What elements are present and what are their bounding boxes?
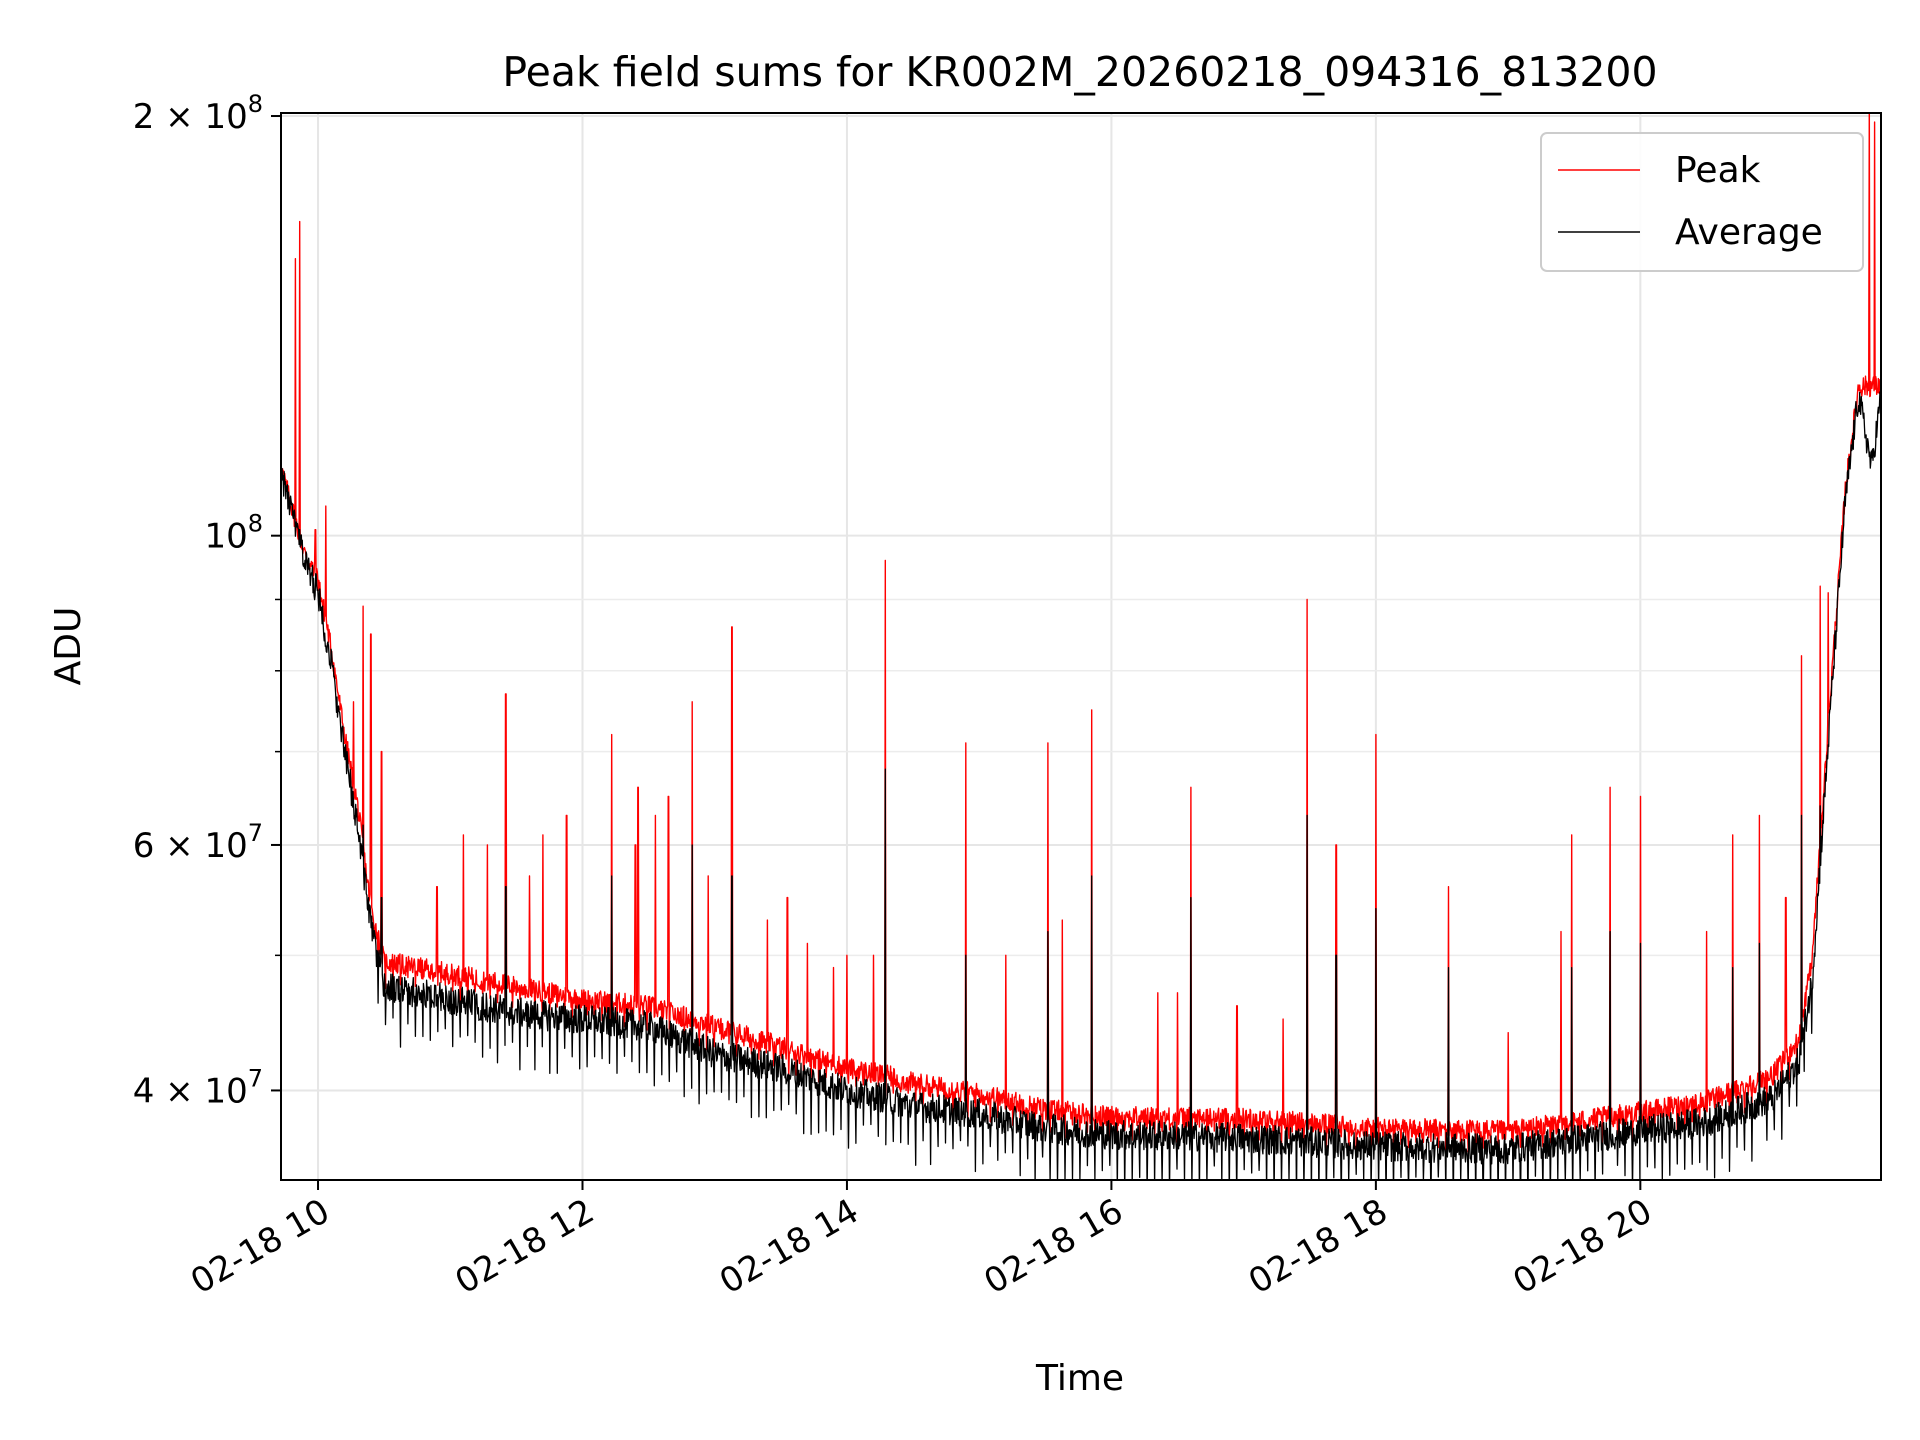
y-axis-title: ADU: [48, 607, 89, 686]
y-tick-label: 108: [204, 510, 263, 557]
legend-label-peak: Peak: [1675, 150, 1761, 191]
legend-box: [1540, 132, 1864, 272]
chart-title: Peak field sums for KR002M_20260218_0943…: [502, 48, 1657, 96]
y-tick-label-exponent: 8: [248, 510, 263, 538]
y-tick-label: 4 × 107: [133, 1064, 263, 1111]
grid: [281, 113, 1881, 1180]
y-tick-label-exponent: 7: [248, 819, 263, 847]
plot-series: [281, 113, 1881, 1180]
y-tick-label-base: 4 × 10: [133, 1071, 248, 1111]
y-tick-label-base: 6 × 10: [133, 826, 248, 866]
series-line-average: [281, 391, 1881, 1180]
plot-frame: [280, 112, 1882, 1181]
y-tick-label: 2 × 108: [133, 90, 263, 137]
y-tick-label-base: 2 × 10: [133, 97, 248, 137]
legend: Peak Average: [1540, 132, 1864, 272]
y-tick-label-exponent: 8: [248, 90, 263, 118]
y-tick-label-base: 10: [204, 517, 247, 557]
y-tick-label: 6 × 107: [133, 819, 263, 866]
series-line-peak: [281, 113, 1881, 1158]
x-axis-title: Time: [1035, 1358, 1124, 1399]
y-tick-label-exponent: 7: [248, 1064, 263, 1092]
legend-label-average: Average: [1675, 212, 1823, 253]
